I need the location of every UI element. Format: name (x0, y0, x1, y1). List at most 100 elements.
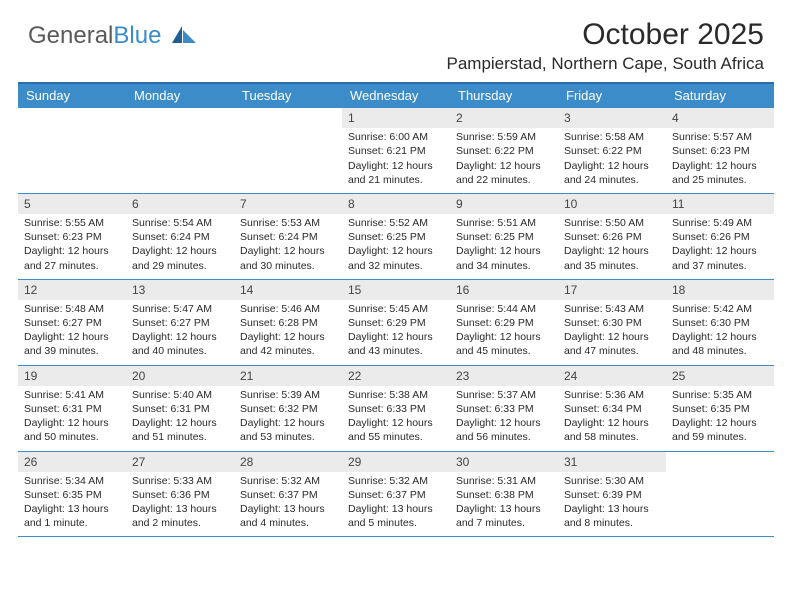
sunset-text: Sunset: 6:27 PM (132, 316, 228, 330)
sunset-text: Sunset: 6:37 PM (240, 488, 336, 502)
sunrise-text: Sunrise: 5:33 AM (132, 474, 228, 488)
day-cell: 31Sunrise: 5:30 AMSunset: 6:39 PMDayligh… (558, 452, 666, 537)
sunrise-text: Sunrise: 5:46 AM (240, 302, 336, 316)
day-cell: . (126, 108, 234, 193)
sunrise-text: Sunrise: 5:43 AM (564, 302, 660, 316)
day-cell: 24Sunrise: 5:36 AMSunset: 6:34 PMDayligh… (558, 366, 666, 451)
sunrise-text: Sunrise: 5:39 AM (240, 388, 336, 402)
day-cell-body: Sunrise: 5:34 AMSunset: 6:35 PMDaylight:… (18, 472, 126, 537)
day-cell-body: Sunrise: 5:53 AMSunset: 6:24 PMDaylight:… (234, 214, 342, 279)
day-number: 31 (558, 452, 666, 472)
daylight-text: Daylight: 12 hours and 22 minutes. (456, 159, 552, 187)
day-cell: 21Sunrise: 5:39 AMSunset: 6:32 PMDayligh… (234, 366, 342, 451)
daylight-text: Daylight: 13 hours and 4 minutes. (240, 502, 336, 530)
daylight-text: Daylight: 12 hours and 34 minutes. (456, 244, 552, 272)
day-number: 27 (126, 452, 234, 472)
daylight-text: Daylight: 13 hours and 2 minutes. (132, 502, 228, 530)
day-number: 9 (450, 194, 558, 214)
day-cell: . (18, 108, 126, 193)
daylight-text: Daylight: 12 hours and 56 minutes. (456, 416, 552, 444)
sunrise-text: Sunrise: 5:37 AM (456, 388, 552, 402)
sunset-text: Sunset: 6:37 PM (348, 488, 444, 502)
sunrise-text: Sunrise: 5:59 AM (456, 130, 552, 144)
daylight-text: Daylight: 12 hours and 30 minutes. (240, 244, 336, 272)
brand-part2: Blue (113, 22, 161, 49)
day-cell: 29Sunrise: 5:32 AMSunset: 6:37 PMDayligh… (342, 452, 450, 537)
day-cell-body: Sunrise: 5:43 AMSunset: 6:30 PMDaylight:… (558, 300, 666, 365)
brand-logo: GeneralBlue (28, 22, 196, 50)
sunset-text: Sunset: 6:25 PM (456, 230, 552, 244)
sunset-text: Sunset: 6:30 PM (564, 316, 660, 330)
day-cell-body: Sunrise: 5:57 AMSunset: 6:23 PMDaylight:… (666, 128, 774, 193)
day-cell-body: Sunrise: 5:42 AMSunset: 6:30 PMDaylight:… (666, 300, 774, 365)
sunset-text: Sunset: 6:35 PM (24, 488, 120, 502)
daylight-text: Daylight: 12 hours and 55 minutes. (348, 416, 444, 444)
day-number: 21 (234, 366, 342, 386)
day-cell-body: Sunrise: 5:51 AMSunset: 6:25 PMDaylight:… (450, 214, 558, 279)
sunrise-text: Sunrise: 5:35 AM (672, 388, 768, 402)
sunrise-text: Sunrise: 5:52 AM (348, 216, 444, 230)
week-row: ...1Sunrise: 6:00 AMSunset: 6:21 PMDayli… (18, 108, 774, 194)
daylight-text: Daylight: 12 hours and 47 minutes. (564, 330, 660, 358)
day-cell-body: Sunrise: 5:35 AMSunset: 6:35 PMDaylight:… (666, 386, 774, 451)
day-cell: 15Sunrise: 5:45 AMSunset: 6:29 PMDayligh… (342, 280, 450, 365)
day-cell-body: Sunrise: 5:55 AMSunset: 6:23 PMDaylight:… (18, 214, 126, 279)
day-cell-body: Sunrise: 5:46 AMSunset: 6:28 PMDaylight:… (234, 300, 342, 365)
day-cell: 19Sunrise: 5:41 AMSunset: 6:31 PMDayligh… (18, 366, 126, 451)
sunrise-text: Sunrise: 5:58 AM (564, 130, 660, 144)
daylight-text: Daylight: 12 hours and 40 minutes. (132, 330, 228, 358)
day-header-friday: Friday (558, 84, 666, 108)
sunrise-text: Sunrise: 5:41 AM (24, 388, 120, 402)
daylight-text: Daylight: 12 hours and 45 minutes. (456, 330, 552, 358)
sunset-text: Sunset: 6:29 PM (348, 316, 444, 330)
day-cell-body: Sunrise: 5:39 AMSunset: 6:32 PMDaylight:… (234, 386, 342, 451)
day-cell: 30Sunrise: 5:31 AMSunset: 6:38 PMDayligh… (450, 452, 558, 537)
sunset-text: Sunset: 6:32 PM (240, 402, 336, 416)
sunset-text: Sunset: 6:24 PM (240, 230, 336, 244)
sunrise-text: Sunrise: 5:32 AM (240, 474, 336, 488)
day-number: 14 (234, 280, 342, 300)
sunset-text: Sunset: 6:36 PM (132, 488, 228, 502)
day-cell-body: Sunrise: 6:00 AMSunset: 6:21 PMDaylight:… (342, 128, 450, 193)
day-cell-body: Sunrise: 5:30 AMSunset: 6:39 PMDaylight:… (558, 472, 666, 537)
week-row: 5Sunrise: 5:55 AMSunset: 6:23 PMDaylight… (18, 194, 774, 280)
daylight-text: Daylight: 12 hours and 29 minutes. (132, 244, 228, 272)
sunset-text: Sunset: 6:23 PM (24, 230, 120, 244)
daylight-text: Daylight: 12 hours and 39 minutes. (24, 330, 120, 358)
sunrise-text: Sunrise: 5:38 AM (348, 388, 444, 402)
sail-icon (172, 23, 196, 41)
day-cell-body: Sunrise: 5:49 AMSunset: 6:26 PMDaylight:… (666, 214, 774, 279)
day-header-monday: Monday (126, 84, 234, 108)
day-number: 20 (126, 366, 234, 386)
day-number: 26 (18, 452, 126, 472)
day-number: 29 (342, 452, 450, 472)
day-header-tuesday: Tuesday (234, 84, 342, 108)
daylight-text: Daylight: 13 hours and 1 minute. (24, 502, 120, 530)
daylight-text: Daylight: 12 hours and 35 minutes. (564, 244, 660, 272)
day-cell: 2Sunrise: 5:59 AMSunset: 6:22 PMDaylight… (450, 108, 558, 193)
sunrise-text: Sunrise: 5:50 AM (564, 216, 660, 230)
sunrise-text: Sunrise: 5:44 AM (456, 302, 552, 316)
day-number: 30 (450, 452, 558, 472)
day-cell: 16Sunrise: 5:44 AMSunset: 6:29 PMDayligh… (450, 280, 558, 365)
daylight-text: Daylight: 12 hours and 43 minutes. (348, 330, 444, 358)
day-headers-row: Sunday Monday Tuesday Wednesday Thursday… (18, 84, 774, 108)
brand-part1: General (28, 22, 113, 49)
location-text: Pampierstad, Northern Cape, South Africa (28, 54, 764, 74)
sunrise-text: Sunrise: 5:55 AM (24, 216, 120, 230)
day-cell-body: Sunrise: 5:48 AMSunset: 6:27 PMDaylight:… (18, 300, 126, 365)
day-header-wednesday: Wednesday (342, 84, 450, 108)
day-cell-body: Sunrise: 5:47 AMSunset: 6:27 PMDaylight:… (126, 300, 234, 365)
day-number: 23 (450, 366, 558, 386)
sunset-text: Sunset: 6:33 PM (456, 402, 552, 416)
sunrise-text: Sunrise: 5:32 AM (348, 474, 444, 488)
day-header-thursday: Thursday (450, 84, 558, 108)
day-cell-body: Sunrise: 5:36 AMSunset: 6:34 PMDaylight:… (558, 386, 666, 451)
sunset-text: Sunset: 6:24 PM (132, 230, 228, 244)
day-cell: 5Sunrise: 5:55 AMSunset: 6:23 PMDaylight… (18, 194, 126, 279)
day-header-sunday: Sunday (18, 84, 126, 108)
sunset-text: Sunset: 6:33 PM (348, 402, 444, 416)
day-cell: 18Sunrise: 5:42 AMSunset: 6:30 PMDayligh… (666, 280, 774, 365)
week-row: 19Sunrise: 5:41 AMSunset: 6:31 PMDayligh… (18, 366, 774, 452)
daylight-text: Daylight: 12 hours and 37 minutes. (672, 244, 768, 272)
